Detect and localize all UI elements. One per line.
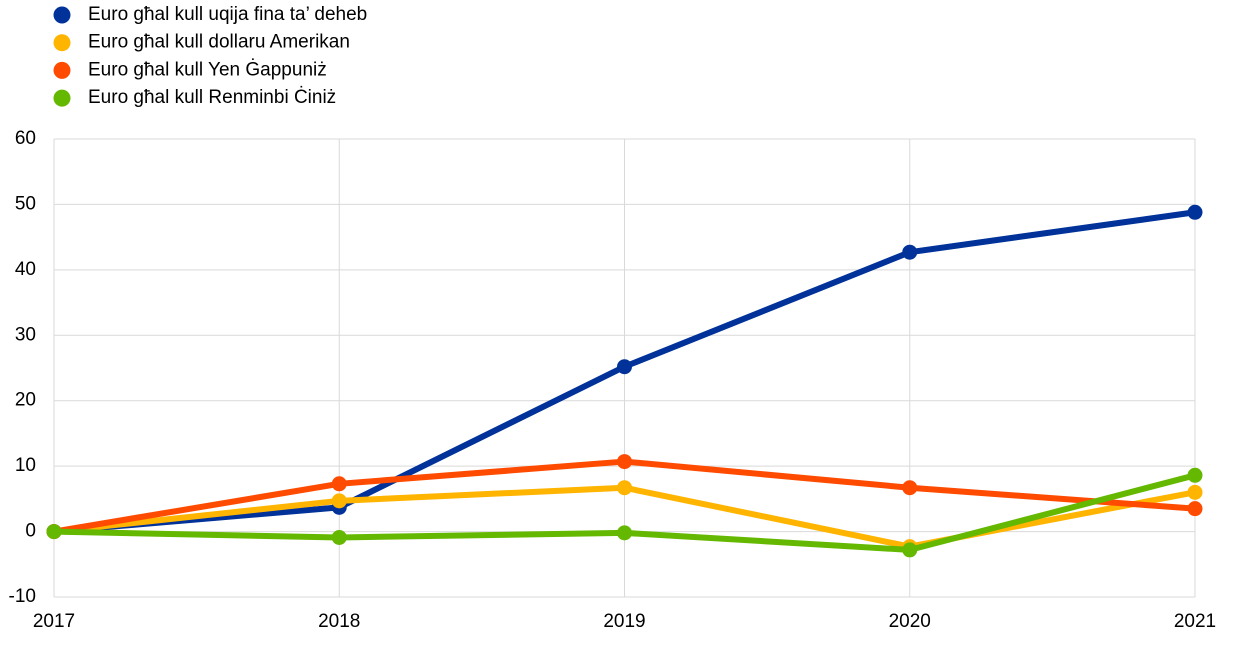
y-tick-label: 30 xyxy=(15,324,36,345)
legend-label: Euro għal kull Renminbi Ċiniż xyxy=(88,86,336,108)
y-tick-label: 40 xyxy=(15,259,36,280)
legend-marker xyxy=(53,61,71,79)
data-point xyxy=(331,476,347,492)
data-point xyxy=(902,244,918,260)
data-point xyxy=(46,524,62,540)
y-tick-label: 50 xyxy=(15,193,36,214)
data-point xyxy=(617,359,632,375)
data-point xyxy=(331,493,347,509)
legend-marker xyxy=(53,89,71,107)
y-tick-label: 20 xyxy=(15,390,36,411)
y-tick-label: -10 xyxy=(9,586,36,607)
data-point xyxy=(331,529,347,545)
data-point xyxy=(1187,467,1203,483)
legend-marker xyxy=(53,6,71,24)
x-tick-label: 2017 xyxy=(33,611,75,632)
y-tick-label: 60 xyxy=(15,128,36,149)
data-point xyxy=(617,525,632,541)
x-tick-label: 2019 xyxy=(603,611,645,632)
data-point xyxy=(617,454,632,470)
legend-marker xyxy=(53,34,71,52)
data-point xyxy=(1187,484,1203,500)
x-tick-label: 2018 xyxy=(318,611,360,632)
legend-label: Euro għal kull Yen Ġappuniż xyxy=(88,58,327,80)
data-point xyxy=(902,480,918,496)
legend-label: Euro għal kull uqija fina ta’ deheb xyxy=(88,4,367,25)
x-tick-label: 2021 xyxy=(1174,611,1216,632)
x-tick-label: 2020 xyxy=(889,611,931,632)
data-point xyxy=(1187,204,1203,220)
data-point xyxy=(902,542,918,558)
legend-label: Euro għal kull dollaru Amerikan xyxy=(88,32,350,53)
data-point xyxy=(1187,501,1203,517)
y-tick-label: 0 xyxy=(25,521,36,542)
data-point xyxy=(617,480,632,496)
y-tick-label: 10 xyxy=(15,455,36,476)
